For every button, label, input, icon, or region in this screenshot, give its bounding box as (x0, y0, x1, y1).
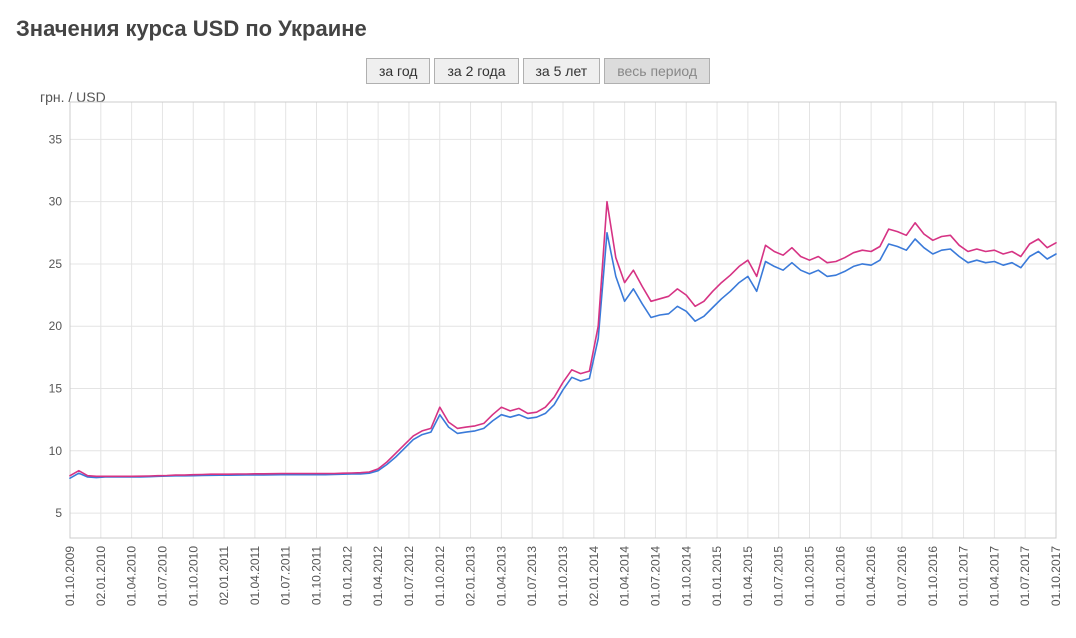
x-tick-label: 02.01.2010 (94, 546, 108, 606)
x-tick-label: 01.10.2011 (310, 546, 324, 605)
x-tick-label: 01.07.2013 (525, 546, 539, 606)
period-button-2y[interactable]: за 2 года (434, 58, 518, 84)
x-tick-label: 01.04.2010 (125, 546, 139, 606)
x-tick-label: 01.01.2012 (340, 546, 354, 606)
y-tick-label: 5 (55, 506, 62, 520)
y-tick-label: 10 (49, 444, 63, 458)
x-tick-label: 01.10.2017 (1049, 546, 1060, 606)
x-tick-label: 01.10.2015 (803, 546, 817, 606)
y-tick-label: 25 (49, 257, 63, 271)
x-tick-label: 02.01.2013 (464, 546, 478, 606)
period-controls: за годза 2 годаза 5 летвесь период (16, 58, 1060, 84)
x-tick-label: 01.10.2016 (926, 546, 940, 606)
y-axis-title: грн. / USD (40, 92, 106, 105)
x-tick-label: 02.01.2011 (217, 546, 231, 605)
y-tick-label: 15 (49, 382, 63, 396)
x-tick-label: 01.07.2014 (648, 546, 662, 606)
period-button-all[interactable]: весь период (604, 58, 710, 84)
x-tick-label: 01.04.2015 (741, 546, 755, 606)
x-tick-label: 01.01.2017 (957, 546, 971, 606)
usd-rate-chart: 5 10 15 20 25 30 35 грн. / USD 01.10.2009 02.01.2… (16, 92, 1060, 622)
x-tick-label: 01.04.2017 (987, 546, 1001, 606)
period-button-5y[interactable]: за 5 лет (523, 58, 601, 84)
y-tick-label: 20 (49, 319, 63, 333)
period-button-1y[interactable]: за год (366, 58, 431, 84)
x-tick-label: 01.04.2011 (248, 546, 262, 605)
x-tick-label: 01.10.2013 (556, 546, 570, 606)
y-tick-label: 35 (49, 132, 63, 146)
x-tick-label: 01.07.2010 (155, 546, 169, 606)
y-tick-label: 30 (49, 195, 63, 209)
x-tick-label: 01.10.2012 (433, 546, 447, 606)
x-tick-label: 01.04.2012 (371, 546, 385, 606)
x-tick-label: 01.10.2014 (679, 546, 693, 606)
x-tick-label: 01.10.2010 (186, 546, 200, 606)
chart-container: 5 10 15 20 25 30 35 грн. / USD 01.10.2009 02.01.2… (16, 92, 1060, 622)
x-tick-label: 01.07.2017 (1018, 546, 1032, 606)
x-tick-label: 01.10.2009 (63, 546, 77, 606)
x-tick-label: 01.01.2015 (710, 546, 724, 606)
x-tick-label: 01.01.2016 (833, 546, 847, 606)
x-tick-label: 01.07.2016 (895, 546, 909, 606)
x-tick-label: 01.07.2012 (402, 546, 416, 606)
x-tick-label: 01.07.2011 (279, 546, 293, 605)
x-tick-label: 02.01.2014 (587, 546, 601, 606)
x-tick-label: 01.07.2015 (772, 546, 786, 606)
x-tick-label: 01.04.2013 (494, 546, 508, 606)
x-tick-label: 01.04.2016 (864, 546, 878, 606)
x-tick-label: 01.04.2014 (618, 546, 632, 606)
page-title: Значения курса USD по Украине (16, 16, 1060, 42)
